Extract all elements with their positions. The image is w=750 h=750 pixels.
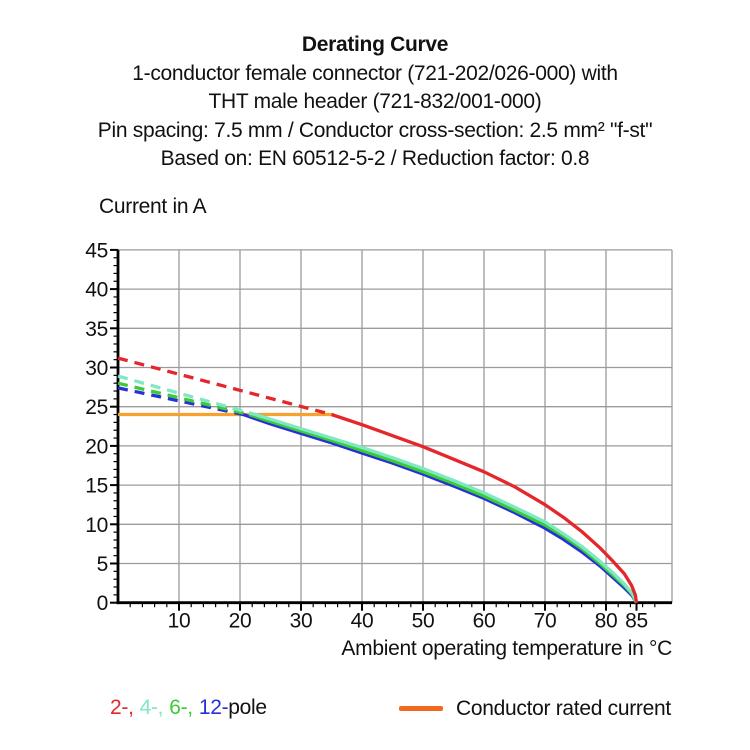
- rated-current-label: Conductor rated current: [456, 696, 671, 720]
- curve-2-pole: [330, 412, 639, 603]
- tick-label: 35: [85, 318, 108, 341]
- tick-label: 10: [168, 610, 191, 633]
- legend-pole-item: 2-,: [110, 696, 134, 719]
- legend-pole-item: 4-,: [139, 696, 164, 719]
- rated-current-line-swatch: [399, 706, 443, 711]
- legend-pole-item: 12-: [198, 696, 229, 719]
- curve-6-pole: [117, 381, 250, 417]
- tick-label: 60: [473, 610, 496, 633]
- curve-4-pole: [254, 412, 639, 604]
- subtitle-line-4: Based on: EN 60512-5-2 / Reduction facto…: [160, 147, 590, 171]
- tick-label: 80: [595, 610, 618, 633]
- tick-label: 20: [229, 610, 252, 633]
- subtitle-line-3: Pin spacing: 7.5 mm / Conductor cross-se…: [97, 118, 653, 142]
- tick-label: 85: [625, 610, 648, 633]
- tick-label: 30: [85, 357, 108, 380]
- legend-pole-item: 6-,: [169, 696, 193, 719]
- subtitle-line-2: THT male header (721-832/001-000): [208, 90, 542, 114]
- tick-label: 25: [85, 396, 108, 419]
- tick-label: 50: [412, 610, 435, 633]
- legend-rated-current: Conductor rated current: [399, 696, 671, 721]
- tick-label: 0: [97, 592, 108, 615]
- tick-label: 15: [85, 475, 108, 498]
- curve-12-pole: [117, 386, 244, 417]
- y-axis-title: Current in A: [99, 195, 207, 218]
- curve-2-pole: [117, 356, 332, 417]
- tick-label: 30: [290, 610, 313, 633]
- tick-label: 45: [85, 239, 108, 262]
- curve-4-pole: [117, 374, 256, 417]
- chart-title: Derating Curve: [301, 33, 449, 56]
- legend-poles: 2-, 4-, 6-, 12-pole: [110, 696, 267, 720]
- curve-6-pole: [248, 412, 638, 604]
- tick-label: 70: [534, 610, 557, 633]
- x-axis-title: Ambient operating temperature in °C: [341, 637, 672, 660]
- subtitle-line-1: 1-conductor female connector (721-202/02…: [132, 61, 618, 85]
- tick-label: 10: [85, 514, 108, 537]
- tick-label: 5: [97, 553, 108, 576]
- tick-label: 40: [85, 279, 108, 302]
- curve-12-pole: [242, 412, 638, 604]
- tick-label: 40: [351, 610, 374, 633]
- tick-label: 20: [85, 435, 108, 458]
- legend-pole-suffix: pole: [228, 696, 267, 719]
- chart-title-block: Derating Curve 1-conductor female connec…: [0, 31, 750, 174]
